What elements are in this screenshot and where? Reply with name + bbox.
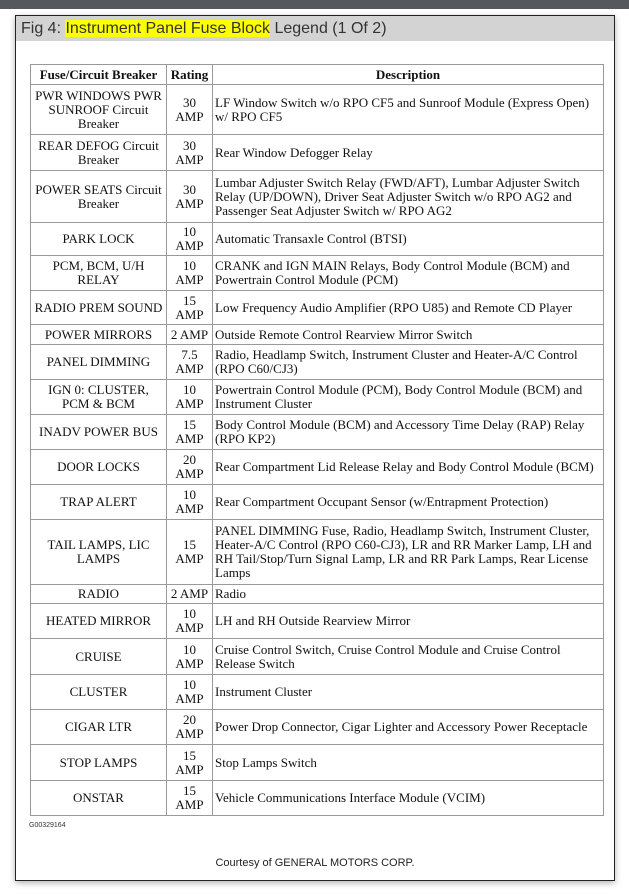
fuse-description: Rear Window Defogger Relay xyxy=(212,134,604,171)
fuse-rating: 15 AMP xyxy=(166,780,213,816)
figure-code: G00329164 xyxy=(29,822,66,829)
fuse-rating: 10 AMP xyxy=(166,603,213,639)
fuse-rating: 10 AMP xyxy=(166,222,213,256)
fuse-description: Automatic Transaxle Control (BTSI) xyxy=(212,222,604,256)
fuse-name: TRAP ALERT xyxy=(30,484,167,520)
table-row: POWER SEATS Circuit Breaker 30 AMP Lumbar … xyxy=(30,170,604,223)
top-bar xyxy=(0,0,629,9)
table-row: PWR WINDOWS PWR SUNROOF Circuit Breaker 3… xyxy=(30,84,604,135)
fuse-description: Stop Lamps Switch xyxy=(212,744,604,781)
fuse-description: CRANK and IGN MAIN Relays, Body Control … xyxy=(212,255,604,291)
fuse-rating: 15 AMP xyxy=(166,519,213,585)
fuse-rating: 7.5 AMP xyxy=(166,344,213,380)
table-row: CIGAR LTR 20 AMP Power Drop Connector, Cig… xyxy=(30,709,604,745)
fuse-description: Powertrain Control Module (PCM), Body Co… xyxy=(212,379,604,415)
fuse-description: LF Window Switch w/o RPO CF5 and Sunroof… xyxy=(212,84,604,135)
header-fuse: Fuse/Circuit Breaker xyxy=(30,64,167,85)
fuse-rating: 2 AMP xyxy=(166,324,213,345)
fuse-rating: 30 AMP xyxy=(166,134,213,171)
fuse-name: INADV POWER BUS xyxy=(30,414,167,450)
title-highlight: Instrument Panel Fuse Block xyxy=(65,20,271,37)
fuse-name: CRUISE xyxy=(30,638,167,675)
fuse-description: PANEL DIMMING Fuse, Radio, Headlamp Swit… xyxy=(212,519,604,585)
header-rating: Rating xyxy=(166,64,213,85)
fuse-rating: 10 AMP xyxy=(166,255,213,291)
fuse-rating: 20 AMP xyxy=(166,449,213,485)
table-row: PARK LOCK 10 AMP Automatic Transaxle Contr… xyxy=(30,222,604,256)
fuse-name: PANEL DIMMING xyxy=(30,344,167,380)
fuse-name: CIGAR LTR xyxy=(30,709,167,745)
fuse-name: HEATED MIRROR xyxy=(30,603,167,639)
table-row: ONSTAR 15 AMP Vehicle Communications Inter… xyxy=(30,780,604,816)
table-row: CLUSTER 10 AMP Instrument Cluster xyxy=(30,674,604,710)
fuse-name: DOOR LOCKS xyxy=(30,449,167,485)
figure-title: Fig 4: Instrument Panel Fuse Block Legen… xyxy=(16,16,614,41)
title-prefix: Fig 4: xyxy=(21,20,66,37)
table-row: PCM, BCM, U/H RELAY 10 AMP CRANK and IGN M… xyxy=(30,255,604,291)
fuse-description: Instrument Cluster xyxy=(212,674,604,710)
fuse-description: Rear Compartment Lid Release Relay and B… xyxy=(212,449,604,485)
fuse-rating: 30 AMP xyxy=(166,84,213,135)
fuse-description: Body Control Module (BCM) and Accessory … xyxy=(212,414,604,450)
courtesy-text: Courtesy of GENERAL MOTORS CORP. xyxy=(215,857,415,869)
fuse-name: PWR WINDOWS PWR SUNROOF Circuit Breaker xyxy=(30,84,167,135)
table-row: POWER MIRRORS 2 AMP Outside Remote Control… xyxy=(30,324,604,345)
title-suffix: Legend (1 Of 2) xyxy=(270,20,387,37)
fuse-rating: 10 AMP xyxy=(166,484,213,520)
fuse-rating: 15 AMP xyxy=(166,290,213,325)
table-row: REAR DEFOG Circuit Breaker 30 AMP Rear Win… xyxy=(30,134,604,171)
fuse-name: IGN 0: CLUSTER, PCM & BCM xyxy=(30,379,167,415)
table-row: IGN 0: CLUSTER, PCM & BCM 10 AMP Powertrai… xyxy=(30,379,604,415)
table-row: TRAP ALERT 10 AMP Rear Compartment Occupan… xyxy=(30,484,604,520)
table-row: HEATED MIRROR 10 AMP LH and RH Outside Rea… xyxy=(30,603,604,639)
fuse-table: Fuse/Circuit Breaker Rating Description … xyxy=(30,64,604,816)
fuse-rating: 30 AMP xyxy=(166,170,213,223)
fuse-description: Lumbar Adjuster Switch Relay (FWD/AFT), … xyxy=(212,170,604,223)
table-row: TAIL LAMPS, LIC LAMPS 15 AMP PANEL DIMMING… xyxy=(30,519,604,585)
table-row: STOP LAMPS 15 AMP Stop Lamps Switch xyxy=(30,744,604,781)
table-header: Fuse/Circuit Breaker Rating Description xyxy=(30,64,604,85)
fuse-description: Radio xyxy=(212,584,604,604)
fuse-name: POWER MIRRORS xyxy=(30,324,167,345)
fuse-description: LH and RH Outside Rearview Mirror xyxy=(212,603,604,639)
fuse-description: Rear Compartment Occupant Sensor (w/Entr… xyxy=(212,484,604,520)
fuse-description: Power Drop Connector, Cigar Lighter and … xyxy=(212,709,604,745)
fuse-description: Outside Remote Control Rearview Mirror S… xyxy=(212,324,604,345)
fuse-description: Radio, Headlamp Switch, Instrument Clust… xyxy=(212,344,604,380)
fuse-name: REAR DEFOG Circuit Breaker xyxy=(30,134,167,171)
fuse-rating: 2 AMP xyxy=(166,584,213,604)
fuse-description: Low Frequency Audio Amplifier (RPO U85) … xyxy=(212,290,604,325)
fuse-rating: 10 AMP xyxy=(166,638,213,675)
fuse-name: PARK LOCK xyxy=(30,222,167,256)
fuse-name: RADIO PREM SOUND xyxy=(30,290,167,325)
fuse-rating: 15 AMP xyxy=(166,744,213,781)
fuse-rating: 10 AMP xyxy=(166,674,213,710)
figure-frame: Fig 4: Instrument Panel Fuse Block Legen… xyxy=(15,15,615,881)
fuse-name: RADIO xyxy=(30,584,167,604)
fuse-name: ONSTAR xyxy=(30,780,167,816)
fuse-rating: 10 AMP xyxy=(166,379,213,415)
table-row: RADIO PREM SOUND 15 AMP Low Frequency Audi… xyxy=(30,290,604,325)
table-row: DOOR LOCKS 20 AMP Rear Compartment Lid Rel… xyxy=(30,449,604,485)
fuse-description: Vehicle Communications Interface Module … xyxy=(212,780,604,816)
fuse-name: TAIL LAMPS, LIC LAMPS xyxy=(30,519,167,585)
header-description: Description xyxy=(212,64,604,85)
fuse-rating: 20 AMP xyxy=(166,709,213,745)
fuse-description: Cruise Control Switch, Cruise Control Mo… xyxy=(212,638,604,675)
fuse-name: STOP LAMPS xyxy=(30,744,167,781)
table-row: CRUISE 10 AMP Cruise Control Switch, Cruis… xyxy=(30,638,604,675)
fuse-rating: 15 AMP xyxy=(166,414,213,450)
fuse-name: CLUSTER xyxy=(30,674,167,710)
table-row: PANEL DIMMING 7.5 AMP Radio, Headlamp Swit… xyxy=(30,344,604,380)
fuse-name: POWER SEATS Circuit Breaker xyxy=(30,170,167,223)
table-row: RADIO 2 AMP Radio xyxy=(30,584,604,604)
table-row: INADV POWER BUS 15 AMP Body Control Module… xyxy=(30,414,604,450)
fuse-name: PCM, BCM, U/H RELAY xyxy=(30,255,167,291)
